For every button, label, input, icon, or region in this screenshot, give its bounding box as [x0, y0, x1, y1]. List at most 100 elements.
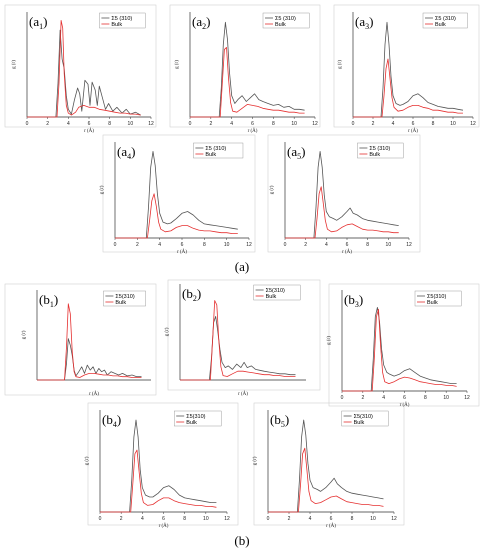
x-tick-label: 8	[351, 516, 354, 522]
x-tick-label: 2	[304, 242, 307, 248]
x-tick-label: 8	[272, 121, 275, 127]
x-axis-label: r (Å)	[326, 523, 336, 529]
panel-a3: 0 2 4 6 8 10 12 r (Å) g (r) Σ5 (310)Bulk (a3)	[333, 4, 480, 134]
x-tick-label: 2	[46, 121, 49, 127]
y-axis-label: g (r)	[22, 330, 27, 339]
series-line-gb	[285, 150, 399, 239]
x-tick-label: 12	[246, 242, 252, 248]
x-tick-label: 8	[183, 516, 186, 522]
series-line-gb	[342, 306, 457, 392]
x-tick-label: 4	[325, 242, 328, 248]
legend-entry: Bulk	[275, 22, 286, 28]
x-tick-label: 8	[108, 121, 111, 127]
y-axis-label: g (r)	[12, 60, 17, 69]
x-tick-label: 0	[341, 395, 344, 401]
x-tick-label: 4	[67, 121, 70, 127]
x-tick-label: 10	[128, 121, 134, 127]
series-line-gb	[268, 419, 384, 513]
legend-entry: Σ5 (310)	[369, 146, 390, 152]
panel-frame	[87, 402, 239, 526]
legend-entry: Σ5 (310)	[435, 16, 456, 22]
legend-entry: Σ5(310)	[186, 414, 205, 420]
x-tick-label: 8	[424, 395, 427, 401]
x-tick-label: 6	[330, 516, 333, 522]
x-tick-label: 4	[141, 516, 144, 522]
panel-label: (b3)	[344, 292, 363, 309]
x-tick-label: 10	[450, 121, 456, 127]
x-tick-label: 0	[284, 242, 287, 248]
series-line-bulk	[37, 303, 142, 381]
legend-entry: Σ5(310)	[354, 414, 373, 420]
x-axis-label: r (Å)	[84, 128, 94, 134]
panel-label: (b1)	[39, 292, 58, 309]
series-line-bulk	[115, 193, 238, 239]
panel-label: (a4)	[117, 144, 135, 161]
x-tick-label: 6	[251, 121, 254, 127]
panel-frame	[4, 4, 157, 128]
x-tick-label: 4	[392, 121, 395, 127]
panel-label: (b2)	[182, 286, 201, 303]
x-tick-label: 12	[470, 121, 476, 127]
series-line-gb	[353, 21, 464, 118]
panel-frame	[167, 279, 321, 391]
x-tick-label: 6	[403, 395, 406, 401]
legend-entry: Σ5(310)	[427, 294, 446, 300]
legend-entry: Bulk	[186, 420, 197, 426]
panel-frame	[333, 4, 480, 128]
y-axis-label: g (r)	[338, 60, 343, 69]
x-axis-label: r (Å)	[248, 128, 258, 134]
x-tick-label: 2	[361, 395, 364, 401]
x-axis-label: r (Å)	[342, 249, 352, 255]
series-line-gb	[37, 338, 142, 381]
panel-label: (a5)	[287, 144, 305, 161]
x-axis-label: r (Å)	[400, 402, 410, 408]
panel-b2: r (Å) g (r) Σ5(310)Bulk (b2)	[165, 279, 321, 397]
series-line-bulk	[342, 308, 457, 392]
panel-frame	[253, 402, 405, 526]
legend-entry: Bulk	[205, 152, 216, 158]
x-tick-label: 12	[312, 121, 318, 127]
x-tick-label: 6	[88, 121, 91, 127]
legend-box	[103, 290, 146, 307]
x-tick-label: 8	[432, 121, 435, 127]
legend-entry: Σ5 (310)	[205, 146, 226, 152]
panel-label: (b4)	[102, 412, 121, 429]
y-axis-label: g (r)	[253, 456, 258, 465]
x-tick-label: 12	[148, 121, 154, 127]
x-tick-label: 2	[372, 121, 375, 127]
x-tick-label: 12	[406, 242, 412, 248]
legend-entry: Bulk	[111, 22, 122, 28]
panel-frame	[4, 283, 157, 396]
y-axis-label: g (r)	[175, 60, 180, 69]
y-axis-label: g (r)	[165, 327, 170, 336]
legend-box	[99, 12, 146, 29]
legend-box	[193, 142, 244, 159]
x-tick-label: 12	[224, 516, 230, 522]
panel-b4: 0 2 4 6 8 10 12 r (Å) g (r) Σ5(310)Bulk (b4)	[85, 402, 239, 529]
series-line-gb	[115, 150, 238, 239]
legend-entry: Bulk	[427, 300, 438, 306]
x-tick-label: 2	[288, 516, 291, 522]
series-line-bulk	[285, 186, 399, 239]
x-tick-label: 10	[370, 516, 376, 522]
series-line-gb	[190, 21, 305, 118]
panel-b1: r (Å) g (r) Σ5(310)Bulk (b1)	[4, 283, 157, 397]
x-tick-label: 10	[203, 516, 209, 522]
x-tick-label: 4	[309, 516, 312, 522]
chart-panels: 0 2 4 6 8 10 12r (Å)g (r)Σ5 (310)Bulk(a1)0 2 4 6 8…	[4, 4, 480, 529]
panel-label: (a1)	[29, 14, 47, 31]
y-axis-label: g (r)	[100, 185, 105, 194]
legend-entry: Σ5(310)	[266, 288, 285, 294]
x-axis-label: r (Å)	[408, 128, 418, 134]
x-tick-label: 6	[181, 242, 184, 248]
legend-entry: Σ5 (310)	[275, 16, 296, 22]
x-tick-label: 6	[412, 121, 415, 127]
x-tick-label: 10	[291, 121, 297, 127]
series-line-gb	[100, 419, 217, 513]
legend-box	[253, 284, 301, 301]
panel-frame	[169, 4, 321, 128]
legend-entry: Σ5 (310)	[111, 16, 132, 22]
panel-a1: 0 2 4 6 8 10 12 r (Å) g (r) Σ5 (310)Bulk (a1)	[4, 4, 157, 134]
